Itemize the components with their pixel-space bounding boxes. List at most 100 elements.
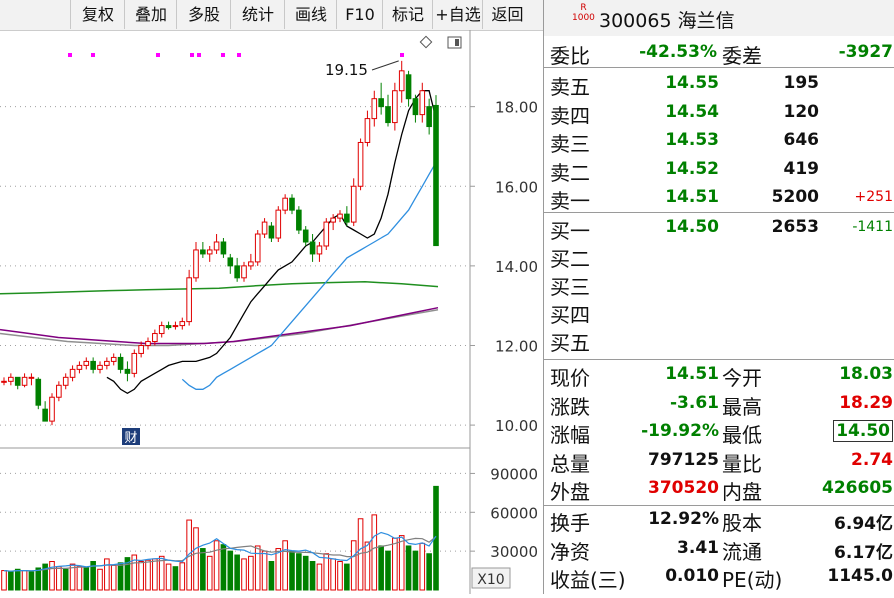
volume-bar	[282, 540, 288, 591]
price-axis-label: 14.00	[495, 258, 538, 276]
candle-body	[49, 396, 55, 422]
buy-level-label: 买三	[550, 275, 590, 299]
candle-body	[8, 376, 14, 382]
volume-bar	[248, 555, 254, 591]
sell-volume: 419	[783, 158, 820, 179]
event-marker	[68, 53, 72, 57]
event-marker	[237, 53, 241, 57]
weicha-label: 委差	[722, 44, 762, 68]
multi-stock-button[interactable]: 多股	[176, 0, 231, 29]
kline-chart-area[interactable]: 18.00 16.00 14.00 12.00 10.00 19.15 财 90000 6000…	[0, 29, 543, 594]
event-marker	[156, 53, 160, 57]
candle-body	[344, 213, 350, 223]
candle-body	[90, 360, 96, 370]
candle-body	[309, 241, 316, 255]
candle-body	[330, 217, 336, 223]
add-watchlist-button[interactable]: +自选	[432, 0, 483, 29]
fundamental-value: 12.92%	[648, 509, 719, 529]
candle-body	[296, 209, 302, 231]
quote-value: 426605	[822, 478, 893, 498]
volume-bar	[213, 540, 220, 591]
volume-bar	[227, 550, 234, 591]
stock-header: R 1000 300065 海兰信	[544, 0, 894, 36]
volume-bar	[110, 564, 117, 591]
candle-body	[76, 364, 83, 370]
volume-bar	[392, 537, 398, 591]
volume-bar	[104, 558, 110, 591]
quote-label: 涨跌	[550, 394, 590, 419]
fundamental-label: 换手	[550, 511, 590, 535]
volume-bar	[296, 553, 302, 591]
volume-bar	[138, 561, 144, 591]
volume-bar	[206, 555, 213, 591]
candle-body	[234, 265, 240, 279]
candle-body	[357, 141, 364, 187]
candle-body	[83, 360, 90, 366]
candle-body	[337, 213, 343, 219]
quote-value: -3.61	[670, 392, 719, 413]
event-marker	[91, 53, 95, 57]
finance-marker-box[interactable]	[122, 428, 140, 445]
candle-body	[275, 209, 282, 239]
candle-body	[385, 106, 391, 124]
candle-body	[117, 356, 124, 370]
f10-button[interactable]: F10	[336, 0, 383, 29]
back-button[interactable]: 返回	[482, 0, 532, 29]
statistics-button[interactable]: 统计	[230, 0, 285, 29]
quote-panel: R 1000 300065 海兰信 委比 -42.53% 委差 -3927 卖五 14.5…	[543, 0, 894, 594]
candle-body	[350, 185, 357, 223]
candle-body	[433, 104, 439, 247]
ma5-line	[106, 90, 437, 395]
kline-chart[interactable]: 18.00 16.00 14.00 12.00 10.00 19.15 财 90000 6000…	[0, 29, 543, 594]
sell-price: 14.53	[665, 130, 719, 150]
ma60-line	[0, 281, 439, 295]
weicha-value: -3927	[838, 42, 893, 62]
ma120-line	[0, 306, 439, 345]
candle-body	[412, 98, 419, 116]
volume-bar	[35, 567, 42, 591]
fundamental-label: 收益(三)	[550, 568, 626, 592]
volume-axis-label: 90000	[490, 465, 538, 483]
badge-top: R	[580, 3, 587, 13]
volume-bar	[330, 558, 336, 591]
separator-fundamentals	[544, 505, 894, 506]
diamond-icon[interactable]	[419, 35, 433, 49]
sell-level-label: 卖五	[550, 75, 590, 99]
event-marker	[221, 53, 225, 57]
volume-bar	[316, 563, 323, 591]
volume-bar	[385, 550, 391, 591]
volume-unit-box[interactable]	[471, 567, 511, 589]
buy-change: -1411	[852, 219, 893, 235]
fundamental-label: PE(动)	[722, 568, 783, 592]
volume-bar	[172, 566, 179, 591]
draw-line-button[interactable]: 画线	[284, 0, 337, 29]
overlay-button[interactable]: 叠加	[124, 0, 177, 29]
volume-bar	[158, 555, 165, 591]
volume-bar	[28, 571, 35, 591]
candle-body	[206, 249, 213, 255]
sell-change: +251	[854, 189, 893, 205]
volume-bar	[131, 554, 138, 591]
volume-bar	[309, 561, 316, 591]
candle-body	[241, 265, 247, 279]
mark-button[interactable]: 标记	[382, 0, 433, 29]
volume-bar	[268, 561, 275, 591]
volume-bar	[234, 554, 240, 591]
panel-toggle-icon[interactable]	[447, 36, 462, 49]
candle-body	[426, 106, 432, 128]
candle-body	[35, 378, 42, 406]
fundamental-value: 1145.0	[827, 566, 893, 586]
volume-bar	[117, 562, 124, 591]
fuquan-button[interactable]: 复权	[70, 0, 125, 29]
volume-bar	[405, 545, 412, 591]
quote-label: 内盘	[722, 480, 762, 504]
volume-bar	[49, 561, 55, 591]
candle-body	[254, 233, 261, 263]
volume-bar	[419, 542, 426, 591]
volume-bar	[200, 548, 206, 591]
quote-label: 最高	[722, 394, 762, 419]
volume-bar	[62, 568, 69, 591]
volume-axis-label: 60000	[490, 504, 538, 522]
volume-bar	[254, 545, 261, 591]
candle-body	[165, 325, 172, 329]
